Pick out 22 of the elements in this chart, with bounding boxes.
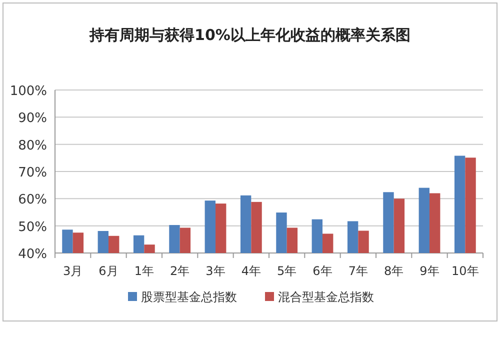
y-tick-label: 40% [18, 247, 47, 262]
x-tick-label: 1年 [134, 264, 154, 278]
x-tick-label: 8年 [384, 264, 404, 278]
x-tick-label: 4年 [241, 264, 261, 278]
y-tick-label: 50% [18, 220, 47, 235]
x-tick-label: 10年 [452, 264, 479, 278]
legend-label: 股票型基金总指数 [141, 290, 237, 304]
x-tick-label: 6年 [312, 264, 332, 278]
x-tick-label: 9年 [420, 264, 440, 278]
y-tick-label: 60% [18, 192, 47, 208]
x-tick-label: 5年 [277, 264, 297, 278]
chart-title: 持有周期与获得10%以上年化收益的概率关系图 [88, 26, 410, 44]
x-tick-label: 3年 [206, 264, 226, 278]
x-tick-label: 6月 [98, 264, 118, 278]
y-tick-label: 70% [18, 166, 47, 180]
x-tick-label: 7年 [348, 264, 368, 278]
y-tick-label: 80% [18, 138, 47, 154]
x-tick-label: 2年 [170, 264, 190, 278]
y-tick-label: 90% [18, 111, 47, 126]
y-tick-label: 100% [10, 84, 47, 99]
x-tick-label: 3月 [63, 264, 83, 278]
legend-label: 混合型基金总指数 [278, 290, 374, 304]
